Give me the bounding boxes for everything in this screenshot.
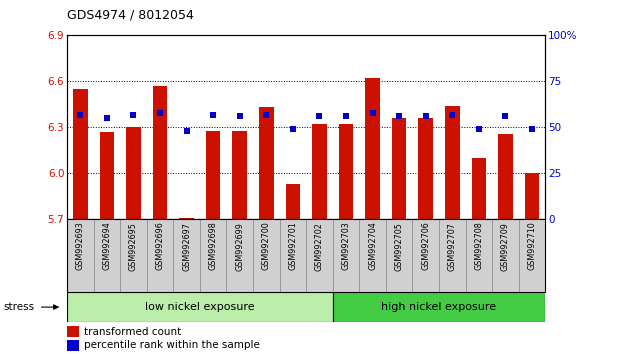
Bar	[67, 340, 79, 351]
Bar	[333, 292, 545, 322]
Bar	[67, 219, 94, 292]
Bar	[147, 219, 173, 292]
Bar	[338, 124, 353, 219]
Point	[314, 114, 324, 119]
Text: GSM992709: GSM992709	[501, 222, 510, 270]
Bar	[412, 219, 439, 292]
Point	[181, 128, 191, 134]
Text: GSM992705: GSM992705	[394, 222, 404, 270]
Point	[75, 112, 85, 118]
Text: GSM992694: GSM992694	[102, 222, 111, 270]
Text: GSM992696: GSM992696	[155, 222, 165, 270]
Bar	[126, 127, 141, 219]
Text: low nickel exposure: low nickel exposure	[145, 302, 255, 312]
Bar	[153, 86, 167, 219]
Point	[261, 112, 271, 118]
Point	[368, 110, 378, 115]
Bar	[99, 132, 114, 219]
Text: GSM992710: GSM992710	[527, 222, 537, 270]
Point	[474, 126, 484, 132]
Bar	[498, 133, 513, 219]
Text: GSM992698: GSM992698	[209, 222, 218, 270]
Bar	[179, 218, 194, 219]
Text: GSM992704: GSM992704	[368, 222, 377, 270]
Bar	[466, 219, 492, 292]
Bar	[365, 78, 380, 219]
Point	[394, 114, 404, 119]
Bar	[206, 131, 220, 219]
Bar	[419, 118, 433, 219]
Bar	[227, 219, 253, 292]
Bar	[386, 219, 412, 292]
Bar	[259, 108, 274, 219]
Point	[421, 114, 431, 119]
Text: GDS4974 / 8012054: GDS4974 / 8012054	[67, 8, 194, 21]
Point	[288, 126, 298, 132]
Point	[527, 126, 537, 132]
Text: GSM992707: GSM992707	[448, 222, 457, 270]
Bar	[492, 219, 519, 292]
Text: transformed count: transformed count	[84, 326, 181, 337]
Bar	[525, 173, 539, 219]
Point	[341, 114, 351, 119]
Point	[102, 115, 112, 121]
Text: GSM992695: GSM992695	[129, 222, 138, 270]
Text: high nickel exposure: high nickel exposure	[381, 302, 497, 312]
Text: GSM992701: GSM992701	[288, 222, 297, 270]
Bar	[312, 124, 327, 219]
Bar	[333, 219, 360, 292]
Bar	[67, 292, 333, 322]
Point	[129, 112, 138, 118]
Bar	[439, 219, 466, 292]
Bar	[471, 158, 486, 219]
Bar	[306, 219, 333, 292]
Point	[208, 112, 218, 118]
Bar	[67, 326, 79, 337]
Point	[235, 114, 245, 119]
Bar	[73, 89, 88, 219]
Point	[447, 112, 457, 118]
Text: GSM992697: GSM992697	[182, 222, 191, 270]
Text: GSM992708: GSM992708	[474, 222, 483, 270]
Bar	[173, 219, 200, 292]
Bar	[253, 219, 279, 292]
Bar	[360, 219, 386, 292]
Bar	[286, 184, 300, 219]
Point	[155, 110, 165, 115]
Text: percentile rank within the sample: percentile rank within the sample	[84, 340, 260, 350]
Bar	[94, 219, 120, 292]
Text: GSM992693: GSM992693	[76, 222, 85, 270]
Text: GSM992699: GSM992699	[235, 222, 244, 270]
Bar	[120, 219, 147, 292]
Bar	[445, 106, 460, 219]
Bar	[200, 219, 227, 292]
Bar	[392, 118, 406, 219]
Bar	[232, 131, 247, 219]
Bar	[519, 219, 545, 292]
Text: stress: stress	[3, 302, 34, 312]
Text: GSM992703: GSM992703	[342, 222, 350, 270]
Text: GSM992700: GSM992700	[262, 222, 271, 270]
Text: GSM992702: GSM992702	[315, 222, 324, 270]
Text: GSM992706: GSM992706	[421, 222, 430, 270]
Bar	[279, 219, 306, 292]
Point	[501, 114, 510, 119]
